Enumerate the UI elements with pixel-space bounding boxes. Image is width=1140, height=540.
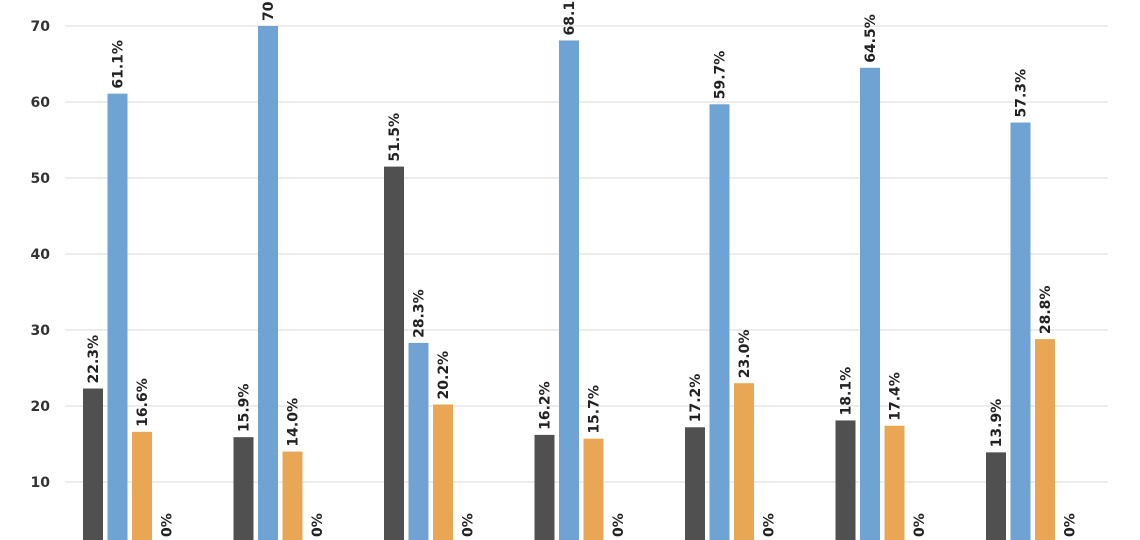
bar-series-1-group-6 <box>835 420 856 540</box>
y-tick-label: 20 <box>31 399 51 415</box>
bars <box>83 26 1055 540</box>
bar-series-3-group-2 <box>282 451 303 540</box>
bar-series-3-group-5 <box>734 383 754 540</box>
data-label: 18.1% <box>839 367 855 416</box>
data-label: 15.9% <box>237 384 253 433</box>
data-label: 0% <box>611 513 627 537</box>
y-tick-label: 50 <box>31 171 51 187</box>
y-tick-label: 70 <box>31 19 51 35</box>
data-label: 22.3% <box>86 335 102 384</box>
data-label: 17.2% <box>688 374 704 423</box>
bar-series-2-group-1 <box>107 93 128 540</box>
data-label: 16.6% <box>135 378 151 427</box>
gridlines <box>65 25 1108 483</box>
bar-series-2-group-2 <box>258 26 278 540</box>
bar-series-2-group-7 <box>1010 122 1031 540</box>
y-tick-label: 10 <box>31 475 51 491</box>
bar-series-3-group-7 <box>1035 339 1055 540</box>
data-label: 57.3% <box>1014 69 1030 118</box>
bar-series-2-group-4 <box>559 40 579 540</box>
bar-series-2-group-3 <box>408 342 429 540</box>
data-label: 23.0% <box>737 330 753 379</box>
bar-series-3-group-3 <box>433 404 453 540</box>
data-label: 70 <box>261 1 277 21</box>
data-label: 0% <box>912 513 928 537</box>
data-label: 28.3% <box>412 289 428 338</box>
data-label: 20.2% <box>436 351 452 400</box>
data-label: 0% <box>461 513 477 537</box>
y-tick-label: 60 <box>31 95 51 111</box>
data-label: 61.1% <box>111 40 127 89</box>
bar-series-2-group-6 <box>860 67 880 540</box>
data-label: 17.4% <box>888 372 904 421</box>
data-label: 64.5% <box>863 14 879 63</box>
bar-series-1-group-4 <box>534 434 555 540</box>
bar-series-3-group-6 <box>884 425 905 540</box>
data-label: 13.9% <box>989 399 1005 448</box>
data-label: 14.0% <box>286 398 302 447</box>
data-label: 59.7% <box>713 51 729 100</box>
y-tick-label: 30 <box>31 323 51 339</box>
bar-series-1-group-7 <box>986 452 1006 540</box>
bar-series-1-group-5 <box>685 427 705 540</box>
bar-series-3-group-4 <box>583 438 604 540</box>
y-tick-label: 40 <box>31 247 51 263</box>
bar-series-1-group-1 <box>83 388 103 540</box>
data-label: 0% <box>1063 513 1079 537</box>
bar-series-3-group-1 <box>132 431 152 540</box>
data-labels: 22.3% 15.9% 51.5% 16.2% 17.2% 18.1% 13.9% 61.1%… <box>86 1 1079 537</box>
bar-series-2-group-5 <box>709 104 730 540</box>
data-label: 0% <box>310 513 326 537</box>
data-label: 16.2% <box>538 381 554 430</box>
data-label: 68.1 <box>562 1 578 36</box>
data-label: 0% <box>160 513 176 537</box>
y-axis-ticks: 10 20 30 40 50 60 70 <box>31 19 51 491</box>
data-label: 15.7% <box>587 385 603 434</box>
bar-series-1-group-2 <box>233 437 254 540</box>
data-label: 0% <box>762 513 778 537</box>
bar-series-1-group-3 <box>384 166 404 540</box>
data-label: 51.5% <box>387 113 403 162</box>
data-label: 28.8% <box>1038 286 1054 335</box>
